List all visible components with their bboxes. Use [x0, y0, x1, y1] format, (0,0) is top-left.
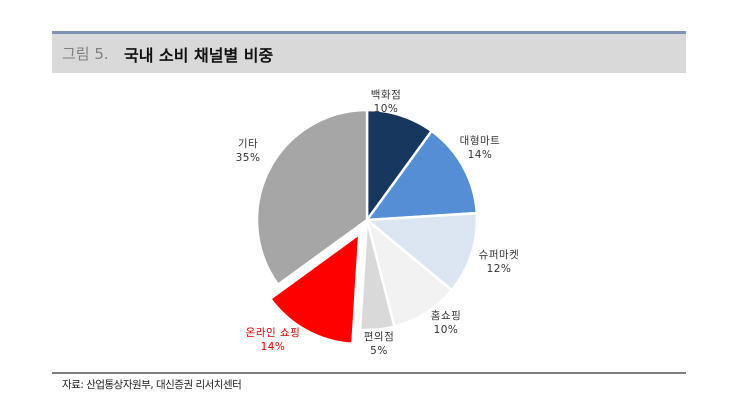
label-value: 12%	[486, 263, 512, 275]
figure-title: 국내 소비 채널별 비중	[124, 46, 274, 65]
source-divider	[52, 372, 686, 374]
label-convenience: 편의점 5%	[364, 330, 394, 358]
label-online-shopping: 온라인 쇼핑 14%	[246, 326, 301, 354]
label-value: 14%	[467, 149, 493, 161]
figure-number: 그림 5.	[62, 45, 109, 63]
label-name: 백화점	[370, 89, 402, 101]
label-value: 10%	[373, 103, 399, 115]
pie-slice	[358, 218, 396, 332]
label-name: 홈쇼핑	[430, 310, 462, 322]
pie-slice	[255, 108, 369, 286]
label-hypermarket: 대형마트 14%	[460, 134, 501, 162]
label-value: 10%	[433, 324, 459, 336]
label-name: 온라인 쇼핑	[245, 327, 301, 339]
label-home-shopping: 홈쇼핑 10%	[431, 309, 461, 337]
label-value: 5%	[370, 345, 388, 357]
pie-slice	[269, 232, 361, 346]
pie-slice	[365, 211, 479, 292]
figure-header: 그림 5. 국내 소비 채널별 비중	[52, 31, 686, 73]
pie-slice	[365, 129, 479, 222]
label-supermarket: 슈퍼마켓 12%	[479, 248, 520, 276]
label-name: 편의점	[363, 331, 395, 343]
label-other: 기타 35%	[236, 137, 261, 165]
label-value: 35%	[235, 152, 261, 164]
label-name: 슈퍼마켓	[478, 249, 520, 261]
source-note: 자료: 산업통상자원부, 대신증권 리서치센터	[62, 379, 242, 391]
label-dept-store: 백화점 10%	[371, 88, 401, 116]
label-name: 대형마트	[459, 135, 501, 147]
label-value: 14%	[260, 341, 286, 353]
label-name: 기타	[237, 138, 259, 150]
